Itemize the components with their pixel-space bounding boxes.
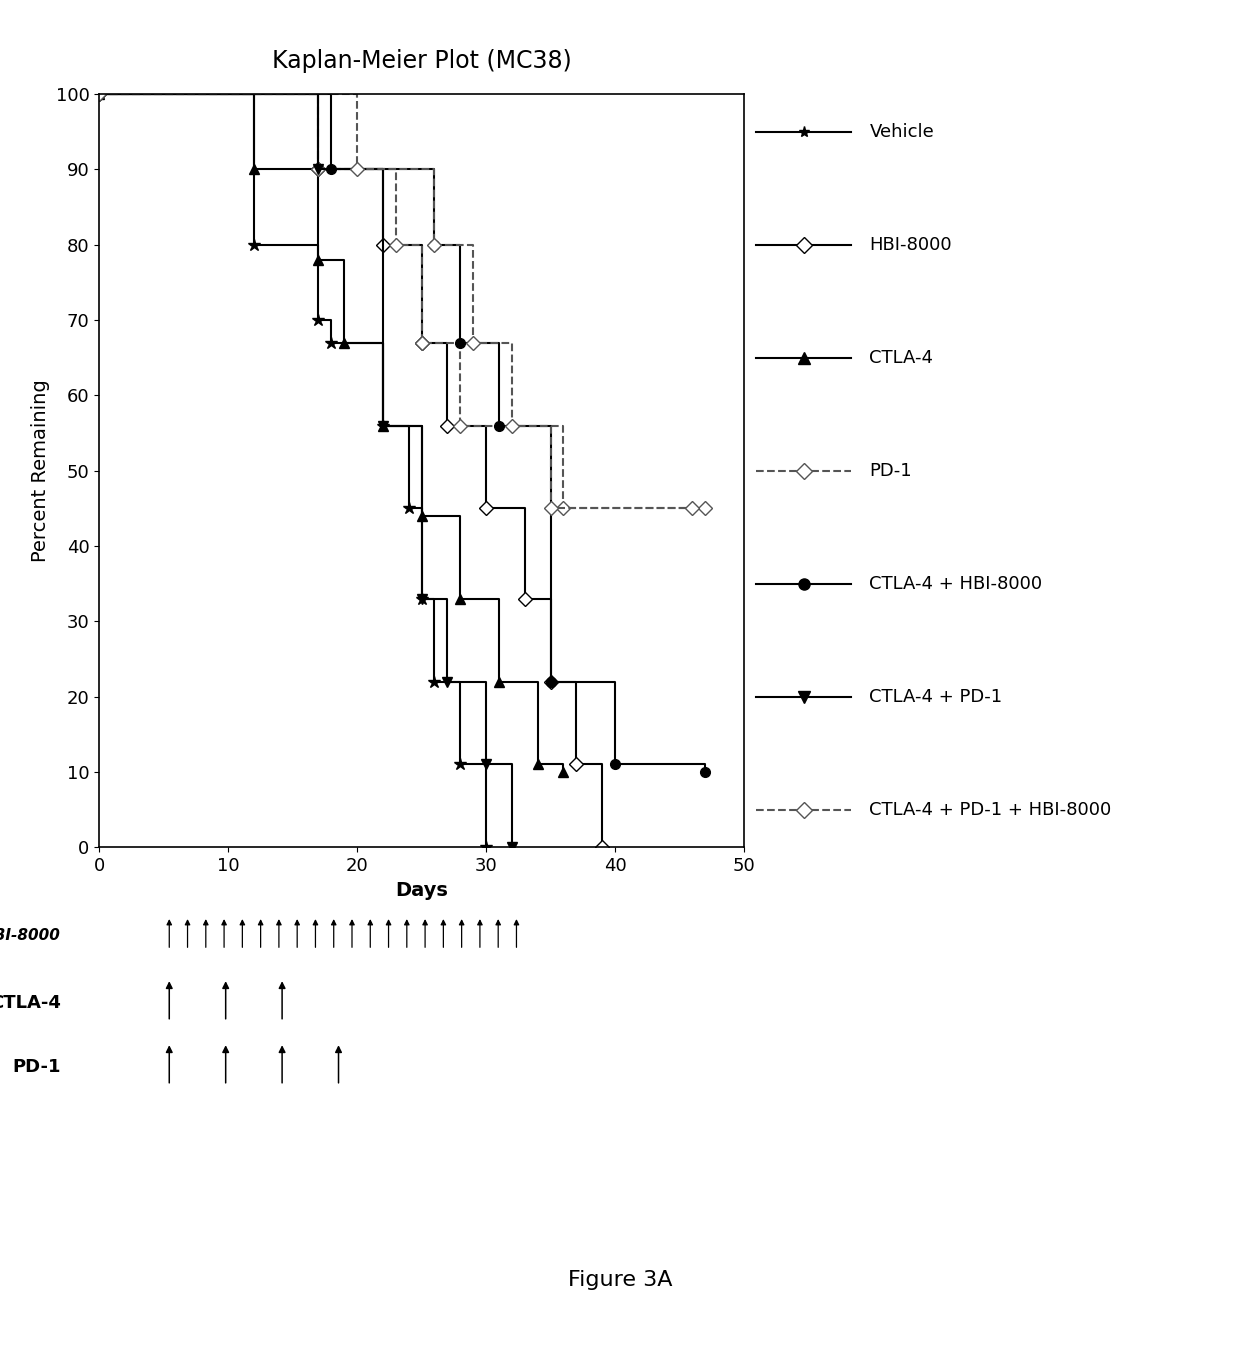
Text: Kaplan-Meier Plot (MC38): Kaplan-Meier Plot (MC38) — [272, 48, 572, 73]
Text: PD-1: PD-1 — [869, 461, 913, 480]
Text: CTLA-4 + PD-1: CTLA-4 + PD-1 — [869, 687, 1003, 706]
Text: Figure 3A: Figure 3A — [568, 1271, 672, 1290]
Text: HBI-8000: HBI-8000 — [0, 928, 61, 943]
Text: CTLA-4 + PD-1 + HBI-8000: CTLA-4 + PD-1 + HBI-8000 — [869, 800, 1112, 819]
Text: PD-1: PD-1 — [12, 1059, 61, 1076]
Text: CTLA-4: CTLA-4 — [0, 994, 61, 1011]
Text: CTLA-4: CTLA-4 — [869, 348, 934, 367]
X-axis label: Days: Days — [396, 881, 448, 900]
Y-axis label: Percent Remaining: Percent Remaining — [31, 379, 50, 562]
Text: CTLA-4 + HBI-8000: CTLA-4 + HBI-8000 — [869, 574, 1043, 593]
Text: Vehicle: Vehicle — [869, 122, 934, 141]
Text: HBI-8000: HBI-8000 — [869, 235, 952, 254]
